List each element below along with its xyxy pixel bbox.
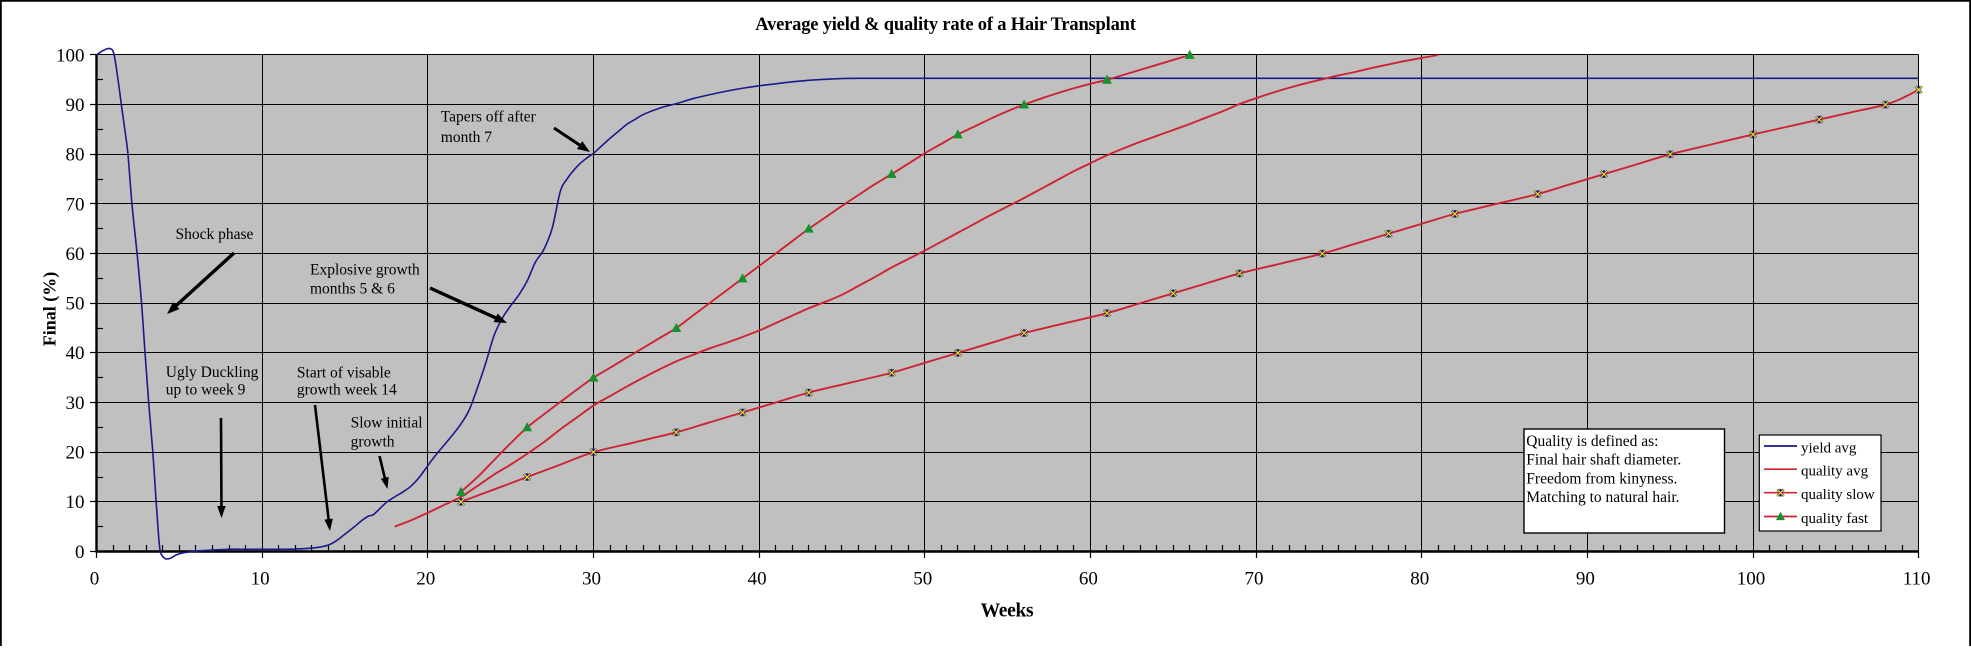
- svg-text:Freedom from kinyness.: Freedom from kinyness.: [1526, 470, 1677, 487]
- svg-text:80: 80: [66, 145, 85, 166]
- svg-text:30: 30: [66, 393, 85, 414]
- svg-text:Explosive growth: Explosive growth: [310, 262, 420, 279]
- svg-text:growth week 14: growth week 14: [297, 382, 397, 399]
- svg-text:20: 20: [66, 443, 85, 464]
- svg-text:growth: growth: [351, 434, 395, 451]
- svg-text:60: 60: [66, 244, 85, 265]
- svg-text:up to week 9: up to week 9: [166, 382, 246, 399]
- svg-text:100: 100: [1737, 569, 1766, 590]
- svg-text:Tapers off after: Tapers off after: [441, 109, 537, 126]
- svg-text:20: 20: [416, 569, 435, 590]
- svg-text:months 5 & 6: months 5 & 6: [310, 281, 395, 298]
- svg-text:10: 10: [66, 492, 85, 513]
- svg-text:yield avg: yield avg: [1801, 440, 1857, 456]
- svg-text:50: 50: [913, 569, 932, 590]
- svg-text:Start of visable: Start of visable: [297, 365, 391, 382]
- svg-text:quality slow: quality slow: [1801, 487, 1875, 503]
- svg-text:70: 70: [66, 194, 85, 215]
- svg-text:quality avg: quality avg: [1801, 464, 1869, 480]
- svg-text:80: 80: [1410, 569, 1429, 590]
- svg-text:Ugly Duckling: Ugly Duckling: [166, 364, 259, 381]
- svg-text:60: 60: [1079, 569, 1098, 590]
- svg-text:90: 90: [66, 95, 85, 116]
- svg-text:Quality is defined as:: Quality is defined as:: [1526, 433, 1658, 450]
- svg-text:40: 40: [66, 343, 85, 364]
- svg-text:100: 100: [56, 45, 85, 66]
- svg-text:0: 0: [90, 569, 100, 590]
- svg-text:Final hair shaft diameter.: Final hair shaft diameter.: [1526, 452, 1681, 469]
- svg-text:Average yield & quality rate o: Average yield & quality rate of a Hair T…: [755, 15, 1136, 35]
- svg-text:Matching to natural hair.: Matching to natural hair.: [1526, 489, 1679, 506]
- svg-text:Final (%): Final (%): [40, 272, 61, 347]
- svg-text:90: 90: [1576, 569, 1595, 590]
- svg-text:50: 50: [66, 294, 85, 315]
- svg-text:30: 30: [582, 569, 601, 590]
- svg-text:70: 70: [1245, 569, 1264, 590]
- svg-text:0: 0: [75, 542, 85, 563]
- svg-text:quality fast: quality fast: [1801, 511, 1869, 527]
- svg-text:Weeks: Weeks: [981, 601, 1034, 622]
- svg-text:110: 110: [1903, 569, 1931, 590]
- svg-text:Slow initial: Slow initial: [351, 415, 423, 432]
- svg-text:40: 40: [748, 569, 767, 590]
- svg-text:month 7: month 7: [441, 129, 492, 146]
- svg-text:Shock phase: Shock phase: [176, 226, 254, 243]
- svg-text:10: 10: [251, 569, 270, 590]
